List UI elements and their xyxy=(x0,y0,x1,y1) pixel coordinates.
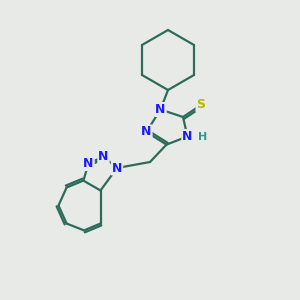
Text: N: N xyxy=(141,125,152,139)
Text: N: N xyxy=(98,150,109,163)
Text: N: N xyxy=(83,157,94,170)
Text: N: N xyxy=(112,161,122,175)
Text: N: N xyxy=(155,103,166,116)
Text: S: S xyxy=(196,98,206,112)
Text: N: N xyxy=(182,130,193,143)
Text: H: H xyxy=(198,131,207,142)
